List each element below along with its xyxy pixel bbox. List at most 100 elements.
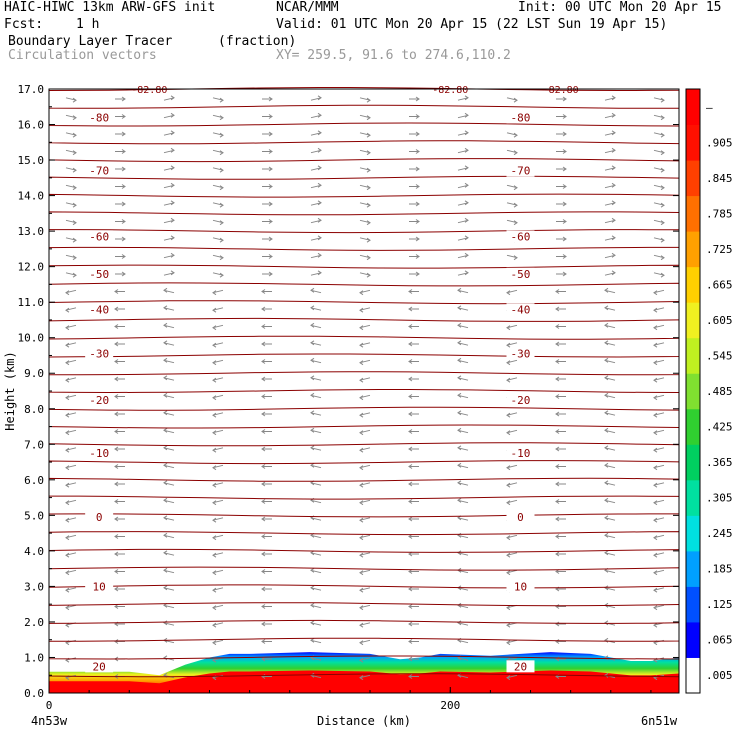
vector-arrow	[653, 307, 665, 311]
vector-arrow-head	[359, 360, 364, 366]
vector-arrow-head	[170, 235, 175, 241]
temperature-contours: 20 20 10 10 0 0 -10 -10 -20 -20 -30 -30 -40 -40 -50 -50…	[48, 85, 680, 678]
vector-arrow-head	[653, 535, 658, 541]
vector-arrow-head	[464, 165, 469, 171]
y-axis-label: Height (km)	[3, 351, 17, 430]
contour-label: -30	[511, 348, 531, 361]
vector-arrow	[653, 534, 665, 539]
vector-arrow-head	[261, 376, 266, 382]
vector-arrow-head	[219, 185, 224, 191]
vector-arrow-head	[506, 640, 511, 646]
vector-arrow	[163, 184, 175, 189]
vector-arrow-head	[611, 130, 616, 136]
vector-arrow-head	[65, 570, 70, 576]
vector-arrow	[359, 114, 371, 119]
vector-arrow	[359, 359, 371, 364]
vector-arrow	[653, 114, 665, 119]
vector-arrow	[65, 517, 77, 521]
vector-arrow-head	[408, 464, 413, 469]
vector-arrow-head	[408, 481, 413, 487]
vector-arrow	[163, 604, 175, 609]
vector-arrow	[457, 324, 469, 329]
vector-arrow	[359, 272, 371, 276]
vector-arrow-head	[604, 515, 609, 521]
isotherm	[48, 353, 680, 358]
x-tick-label: 0	[46, 699, 53, 712]
vector-arrow-head	[261, 569, 266, 574]
vector-arrow-head	[359, 587, 364, 593]
vector-arrow	[653, 394, 665, 399]
vector-arrow	[457, 622, 469, 626]
vector-arrow-head	[310, 462, 315, 468]
vector-arrow-head	[163, 497, 168, 503]
vector-arrow	[163, 149, 175, 154]
y-tick-label: 17.0	[18, 83, 45, 96]
vector-arrow	[65, 202, 77, 206]
vector-arrow-head	[359, 517, 364, 523]
vector-arrow	[457, 307, 469, 311]
vector-arrow-head	[415, 131, 420, 137]
y-tick-label: 16.0	[18, 119, 45, 132]
vector-arrow-head	[65, 342, 70, 348]
vector-arrow-head	[170, 252, 175, 258]
vector-arrow	[212, 377, 224, 381]
contour-label: -10	[511, 447, 531, 460]
vector-arrow-head	[163, 445, 168, 451]
vector-arrow	[212, 114, 224, 119]
vector-arrow-head	[611, 165, 616, 171]
isotherm	[48, 140, 680, 145]
vector-arrow-head	[163, 480, 168, 486]
vector-arrow-head	[604, 375, 609, 381]
vector-arrow-head	[464, 182, 469, 188]
vector-arrow-head	[660, 255, 665, 261]
vector-arrow-head	[212, 430, 217, 436]
contour-label-top: -82.80	[432, 85, 468, 96]
isotherm	[48, 158, 680, 163]
contour-label: -60	[89, 230, 109, 243]
vector-arrow	[310, 184, 322, 189]
vector-arrow	[310, 289, 322, 294]
vector-arrow	[653, 464, 665, 469]
vector-arrow-head	[408, 446, 413, 452]
vector-arrow-head	[219, 97, 224, 103]
vector-arrow-head	[114, 499, 119, 504]
vector-arrow	[359, 429, 371, 434]
vector-arrow-head	[310, 672, 315, 678]
vector-arrow-head	[212, 517, 217, 523]
vector-arrow	[163, 359, 175, 364]
vector-arrow	[359, 499, 371, 504]
vector-arrow-head	[408, 376, 413, 382]
vector-arrow	[163, 97, 175, 101]
vector-arrow-head	[506, 412, 511, 418]
vector-arrow	[359, 289, 371, 294]
vector-arrow-head	[212, 605, 217, 611]
vector-arrow	[65, 412, 77, 416]
isotherm	[48, 460, 680, 465]
vector-arrow-head	[310, 567, 315, 573]
vector-arrow	[212, 149, 224, 154]
vector-arrow-head	[604, 287, 609, 293]
vector-arrow-head	[457, 480, 462, 486]
vector-arrow	[310, 114, 322, 119]
vector-arrow-head	[261, 306, 266, 312]
vector-arrow-head	[261, 359, 266, 364]
vector-arrow-head	[261, 499, 266, 504]
vector-arrow-head	[604, 655, 609, 661]
vector-arrow	[604, 429, 616, 434]
vector-arrow	[359, 237, 371, 241]
vector-arrow-head	[562, 166, 567, 172]
colorbar-label: .905	[706, 136, 733, 149]
vector-arrow-head	[359, 395, 364, 401]
vector-arrow-head	[114, 306, 119, 312]
vector-arrow	[65, 114, 77, 119]
header-init: Init: 00 UTC Mon 20 Apr 15	[518, 0, 722, 15]
vector-arrow-head	[114, 516, 119, 522]
vector-arrow	[163, 342, 175, 346]
vector-arrow	[310, 394, 322, 399]
vector-arrow	[359, 447, 371, 451]
vector-arrow-head	[268, 184, 273, 189]
vector-arrow	[310, 552, 322, 556]
vector-arrow	[359, 517, 371, 521]
vector-arrow-head	[555, 411, 560, 417]
vector-arrow-head	[163, 427, 168, 433]
